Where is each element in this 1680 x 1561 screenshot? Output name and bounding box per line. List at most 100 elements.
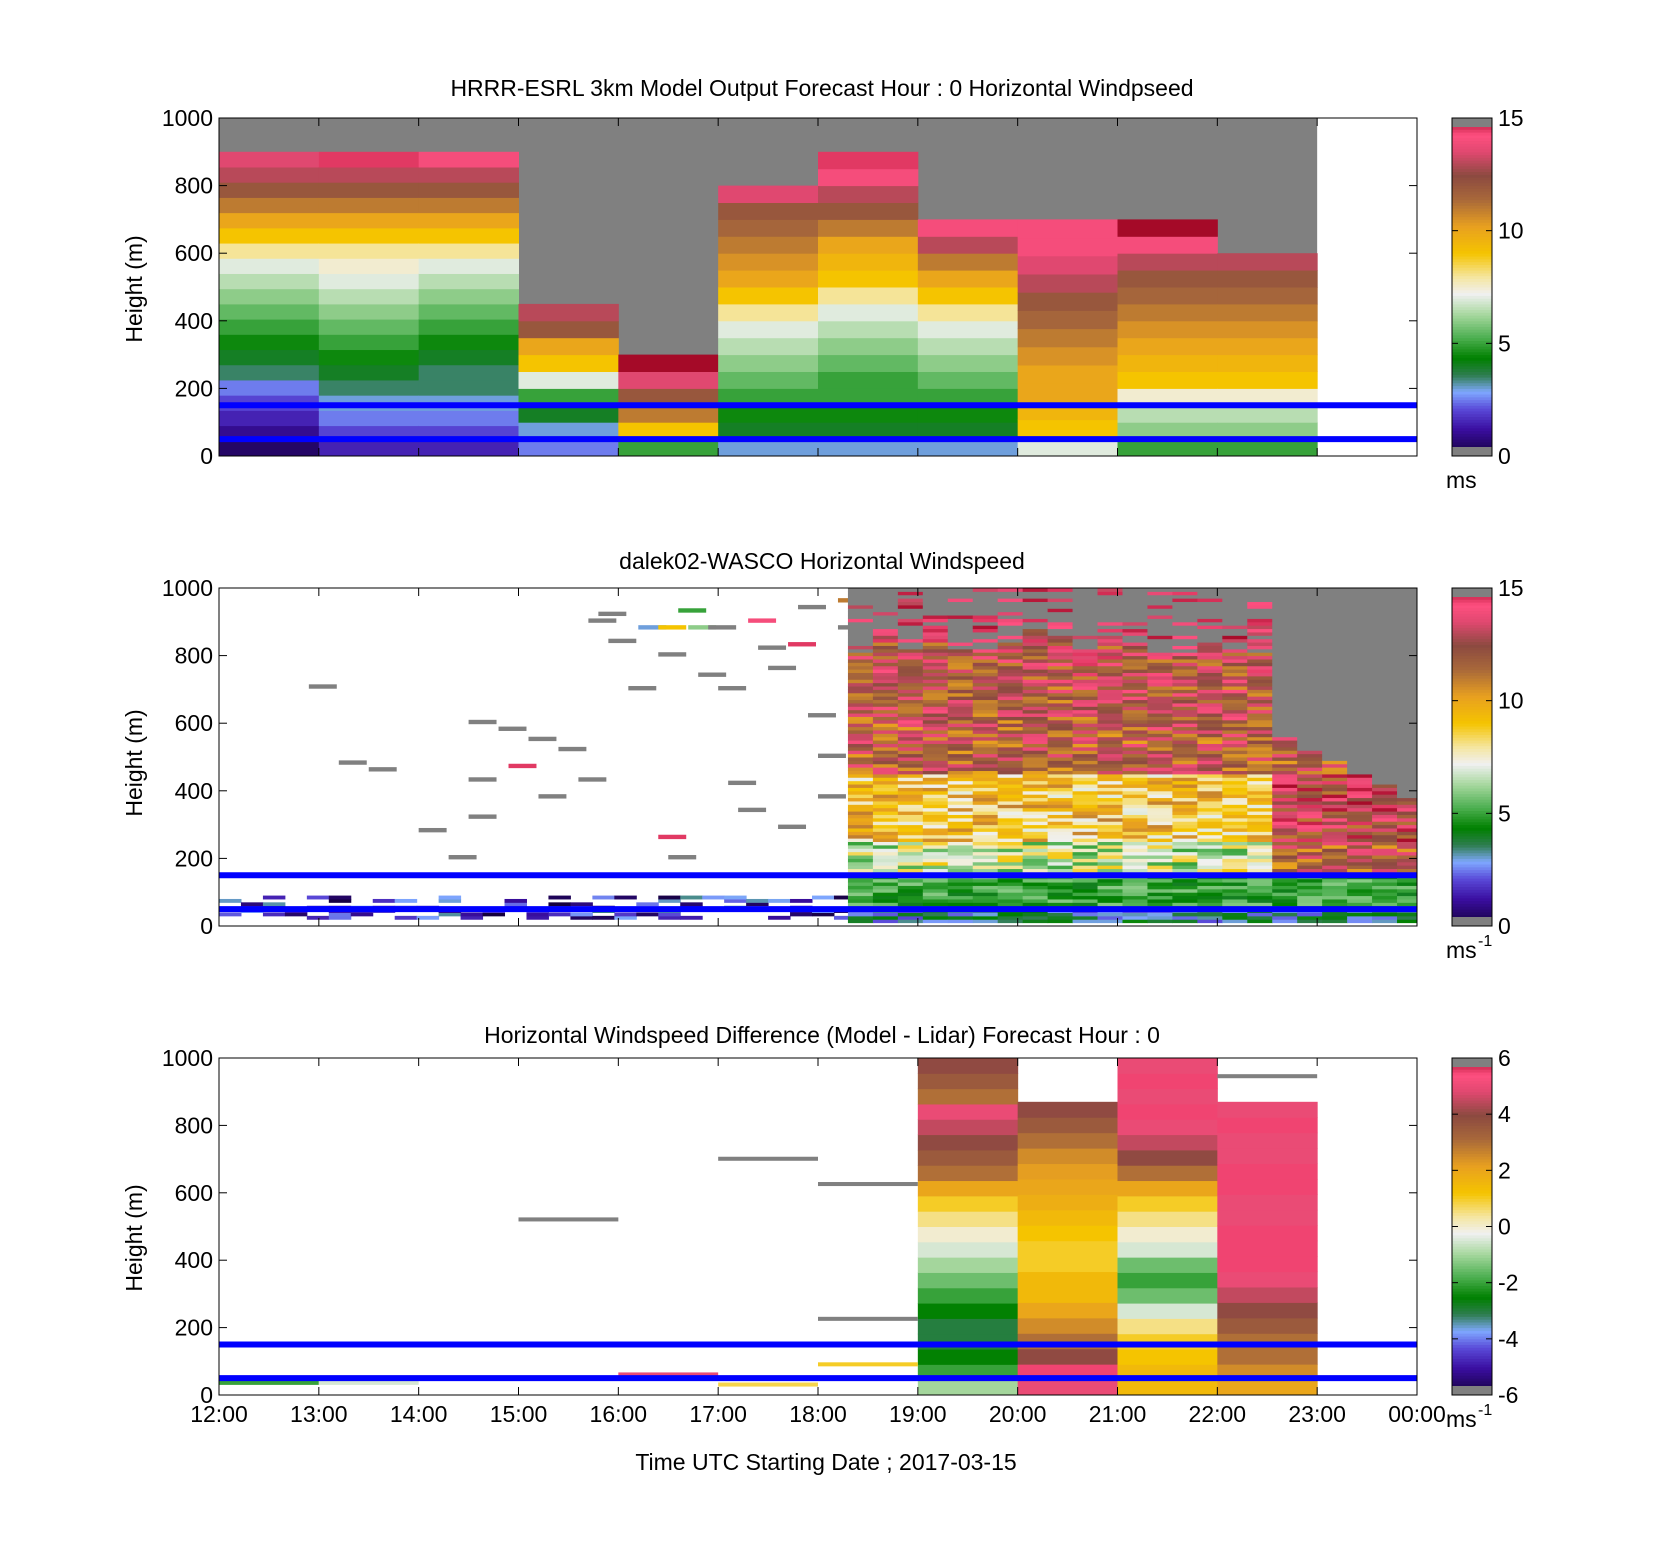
- lidar-cell: [1347, 706, 1373, 711]
- lidar-cell: [847, 692, 874, 697]
- lidar-cell: [1222, 645, 1248, 650]
- colorbar-swatch: [1452, 1195, 1492, 1199]
- lidar-cell: [1197, 658, 1223, 663]
- lidar-cell: [972, 915, 999, 920]
- lidar-cell: [1197, 794, 1223, 799]
- lidar-cell: [1172, 675, 1198, 680]
- lidar-cell: [1322, 844, 1348, 849]
- lidar-cell: [897, 591, 924, 596]
- lidar-cell: [1247, 807, 1273, 812]
- colorbar-swatch: [1452, 1324, 1492, 1329]
- lidar-cell: [1097, 638, 1123, 643]
- colorbar-swatch: [1452, 284, 1492, 288]
- heatmap-cell: [917, 1058, 1019, 1074]
- lidar-cell: [482, 912, 506, 917]
- lidar-cell: [997, 800, 1024, 805]
- lidar-cell: [1272, 665, 1298, 670]
- lidar-cell: [847, 895, 874, 900]
- lidar-cell: [1022, 686, 1049, 690]
- lidar-cell: [872, 736, 899, 741]
- x-tick-label: 22:00: [1189, 1401, 1247, 1427]
- lidar-cell: [1047, 591, 1074, 596]
- colorbar-swatch: [1452, 258, 1492, 263]
- lidar-cell: [468, 719, 497, 725]
- heatmap-cell: [917, 1149, 1019, 1166]
- lidar-cell: [972, 658, 999, 663]
- lidar-cell: [972, 780, 999, 785]
- lidar-cell: [1197, 746, 1223, 751]
- lidar-cell: [997, 733, 1024, 738]
- lidar-cell: [972, 706, 999, 711]
- lidar-cell: [1072, 669, 1099, 673]
- lidar-cell: [1247, 767, 1273, 772]
- colorbar-swatch: [1452, 1344, 1492, 1348]
- lidar-cell: [1372, 604, 1398, 609]
- lidar-cell: [1047, 750, 1074, 755]
- colorbar-swatch: [1452, 270, 1492, 274]
- lidar-cell: [1172, 912, 1198, 917]
- lidar-cell: [947, 692, 974, 697]
- lidar-cell: [1272, 760, 1298, 765]
- lidar-cell: [1172, 601, 1198, 606]
- lidar-cell: [1197, 882, 1223, 886]
- lidar-cell: [1072, 888, 1099, 893]
- lidar-cell: [1322, 726, 1348, 731]
- lidar-cell: [897, 767, 924, 772]
- colorbar-swatch: [1452, 1350, 1492, 1354]
- lidar-cell: [1022, 888, 1049, 893]
- lidar-cell: [1297, 804, 1323, 809]
- heatmap-cell: [219, 288, 320, 305]
- lidar-cell: [972, 709, 999, 714]
- lidar-cell: [847, 729, 874, 734]
- lidar-cell: [1222, 648, 1248, 653]
- lidar-cell: [1022, 827, 1049, 832]
- lidar-cell: [1272, 868, 1298, 873]
- lidar-cell: [922, 895, 949, 900]
- lidar-cell: [847, 662, 874, 667]
- lidar-cell: [1247, 733, 1273, 738]
- lidar-cell: [897, 679, 924, 684]
- lidar-cell: [847, 665, 874, 670]
- lidar-cell: [1372, 719, 1398, 724]
- y-tick-label: 400: [175, 308, 213, 334]
- lidar-cell: [947, 784, 974, 788]
- lidar-cell: [1297, 733, 1323, 738]
- lidar-cell: [1047, 919, 1074, 924]
- colorbar-swatch: [1452, 768, 1492, 772]
- lidar-cell: [1122, 865, 1148, 870]
- lidar-cell: [922, 915, 949, 920]
- lidar-cell: [1047, 851, 1074, 856]
- lidar-cell: [947, 824, 974, 829]
- lidar-cell: [1372, 679, 1398, 684]
- missing-data-cell: [718, 1156, 818, 1161]
- lidar-cell: [1322, 699, 1348, 704]
- lidar-cell: [1322, 628, 1348, 633]
- lidar-cell: [1222, 814, 1248, 819]
- lidar-cell: [972, 851, 999, 856]
- lidar-cell: [872, 750, 899, 755]
- lidar-cell: [1397, 686, 1417, 690]
- lidar-cell: [1322, 608, 1348, 613]
- lidar-cell: [1097, 658, 1123, 663]
- lidar-cell: [1222, 838, 1248, 842]
- heatmap-cell: [1217, 439, 1318, 456]
- lidar-cell: [1072, 794, 1099, 799]
- lidar-cell: [1122, 848, 1148, 853]
- lidar-cell: [922, 760, 949, 765]
- colorbar-swatch: [1452, 441, 1492, 446]
- heatmap-cell: [1117, 1211, 1218, 1227]
- lidar-cell: [1372, 672, 1398, 677]
- lidar-cell: [922, 645, 949, 650]
- lidar-cell: [1222, 625, 1248, 630]
- lidar-cell: [1072, 740, 1099, 744]
- lidar-cell: [1322, 827, 1348, 832]
- lidar-cell: [897, 625, 924, 630]
- lidar-cell: [1372, 709, 1398, 714]
- lidar-cell: [1197, 628, 1223, 633]
- lidar-cell: [1297, 773, 1323, 778]
- heatmap-cell: [1117, 1303, 1218, 1319]
- heatmap-cell: [219, 349, 320, 366]
- heatmap-cell: [1017, 1148, 1118, 1165]
- lidar-cell: [897, 686, 924, 690]
